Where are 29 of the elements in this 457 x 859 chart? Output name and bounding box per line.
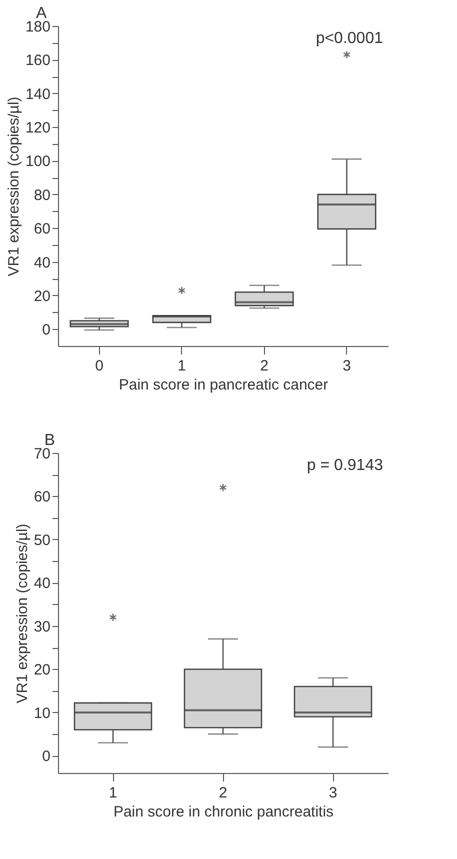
x-tick-label: 0 <box>95 358 104 374</box>
y-tick-label: 40 <box>34 575 50 592</box>
y-tick-label: 160 <box>25 52 50 70</box>
y-tick-label: 60 <box>34 220 50 238</box>
y-tick-label: 0 <box>42 748 50 766</box>
x-tick-label: 1 <box>178 358 186 374</box>
annotation: p = 0.9143 <box>306 457 384 474</box>
y-tick-label: 40 <box>34 254 50 272</box>
y-tick-label: 30 <box>34 618 50 636</box>
y-tick-label: 140 <box>25 86 50 103</box>
y-tick-label: 20 <box>34 662 50 679</box>
x-tick-label: 1 <box>108 784 118 802</box>
y-tick-label: 100 <box>25 153 50 170</box>
y-tick-label: 120 <box>25 120 50 137</box>
y-axis-title: VR1 expression (copies/µl) <box>14 524 31 704</box>
x-tick-label: 3 <box>342 358 351 374</box>
y-axis-title: VR1 expression (copies/µl) <box>5 96 22 276</box>
y-tick-label: 50 <box>34 532 50 549</box>
annotation: p<0.0001 <box>316 30 384 47</box>
y-tick-label: 10 <box>34 704 50 722</box>
x-tick-label: 2 <box>218 784 228 802</box>
y-tick-label: 0 <box>42 322 50 339</box>
x-tick-label: 3 <box>328 784 338 802</box>
x-tick-label: 2 <box>260 358 268 374</box>
y-tick-label: 20 <box>34 288 50 305</box>
x-axis-title: Pain score in chronic pancreatitis <box>113 804 334 820</box>
y-tick-label: 80 <box>34 186 50 204</box>
y-tick-label: 60 <box>34 488 50 506</box>
x-axis-title: Pain score in pancreatic cancer <box>118 376 328 394</box>
